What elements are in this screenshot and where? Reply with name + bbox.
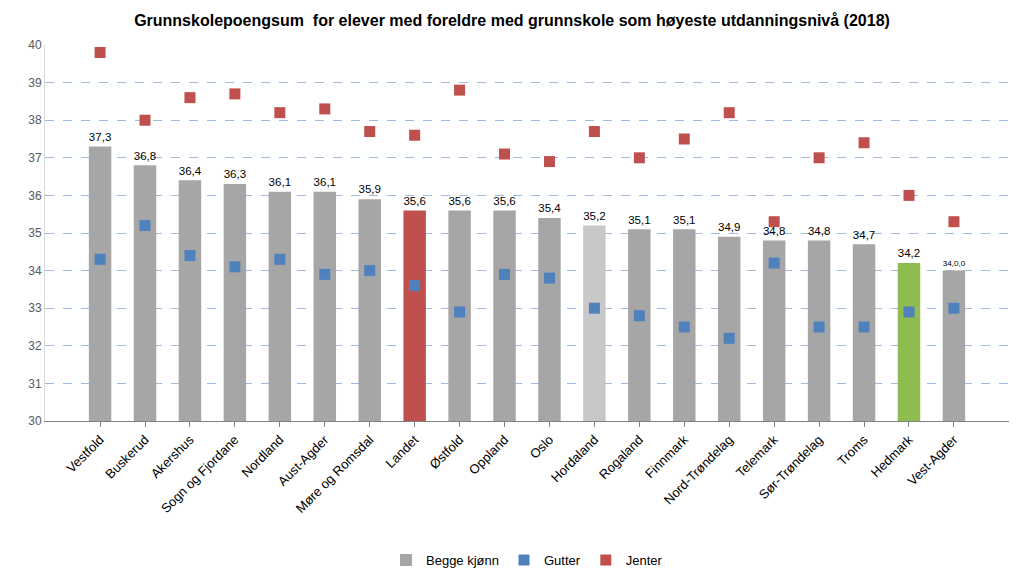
svg-text:Oppland: Oppland [466, 432, 511, 477]
svg-text:35,1: 35,1 [628, 214, 650, 226]
svg-text:Akershus: Akershus [148, 432, 197, 481]
svg-text:36,3: 36,3 [224, 168, 246, 180]
svg-text:Begge kjønn: Begge kjønn [426, 553, 499, 568]
svg-text:Telemark: Telemark [733, 432, 781, 480]
svg-text:36,4: 36,4 [179, 165, 202, 177]
svg-text:Nordland: Nordland [239, 432, 287, 480]
svg-text:Jenter: Jenter [626, 553, 663, 568]
svg-text:35: 35 [28, 226, 42, 240]
svg-text:35,6: 35,6 [448, 195, 470, 207]
svg-text:34,8: 34,8 [808, 225, 830, 237]
svg-text:38: 38 [28, 113, 42, 127]
svg-text:35,1: 35,1 [673, 214, 695, 226]
svg-text:Oslo: Oslo [527, 432, 557, 462]
svg-text:Buskerud: Buskerud [102, 432, 151, 481]
svg-text:34,7: 34,7 [853, 229, 875, 241]
svg-text:34: 34 [28, 264, 42, 278]
svg-text:30: 30 [28, 414, 42, 428]
svg-text:Møre og Romsdal: Møre og Romsdal [293, 432, 377, 516]
svg-text:33: 33 [28, 301, 42, 315]
svg-text:Rogaland: Rogaland [596, 432, 646, 482]
svg-text:34,2: 34,2 [898, 247, 920, 259]
svg-text:36,1: 36,1 [314, 176, 336, 188]
svg-text:34,8: 34,8 [763, 225, 785, 237]
svg-text:40: 40 [28, 38, 42, 52]
svg-text:32: 32 [28, 339, 42, 353]
svg-text:37: 37 [28, 151, 42, 165]
svg-text:31: 31 [28, 377, 42, 391]
svg-text:35,6: 35,6 [403, 195, 425, 207]
svg-text:Østfold: Østfold [427, 432, 467, 472]
svg-text:35,6: 35,6 [493, 195, 515, 207]
svg-text:Hordaland: Hordaland [548, 432, 601, 485]
svg-text:36,8: 36,8 [134, 150, 156, 162]
svg-text:34,0,0: 34,0,0 [943, 259, 966, 268]
svg-text:35,2: 35,2 [583, 210, 605, 222]
svg-text:Hedmark: Hedmark [868, 432, 916, 480]
svg-text:Gutter: Gutter [544, 553, 581, 568]
svg-text:Sogn og Fjordane: Sogn og Fjordane [158, 432, 242, 516]
svg-text:Sør-Trøndelag: Sør-Trøndelag [756, 432, 826, 502]
svg-text:36: 36 [28, 189, 42, 203]
svg-text:Finnmark: Finnmark [642, 432, 691, 481]
svg-text:36,1: 36,1 [269, 176, 291, 188]
svg-text:Vest-Agder: Vest-Agder [905, 432, 962, 489]
svg-text:Vestfold: Vestfold [63, 432, 106, 475]
svg-text:35,9: 35,9 [358, 183, 380, 195]
svg-text:35,4: 35,4 [538, 202, 561, 214]
svg-text:Aust-Agder: Aust-Agder [275, 432, 332, 489]
svg-text:Troms: Troms [834, 432, 871, 469]
svg-text:Nord-Trøndelag: Nord-Trøndelag [661, 432, 736, 507]
svg-text:Landet: Landet [383, 432, 422, 471]
svg-text:34,9: 34,9 [718, 221, 740, 233]
svg-text:37,3: 37,3 [89, 131, 111, 143]
svg-text:39: 39 [28, 76, 42, 90]
svg-text:Grunnskolepoengsum for elever: Grunnskolepoengsum for elever med foreld… [134, 12, 890, 29]
